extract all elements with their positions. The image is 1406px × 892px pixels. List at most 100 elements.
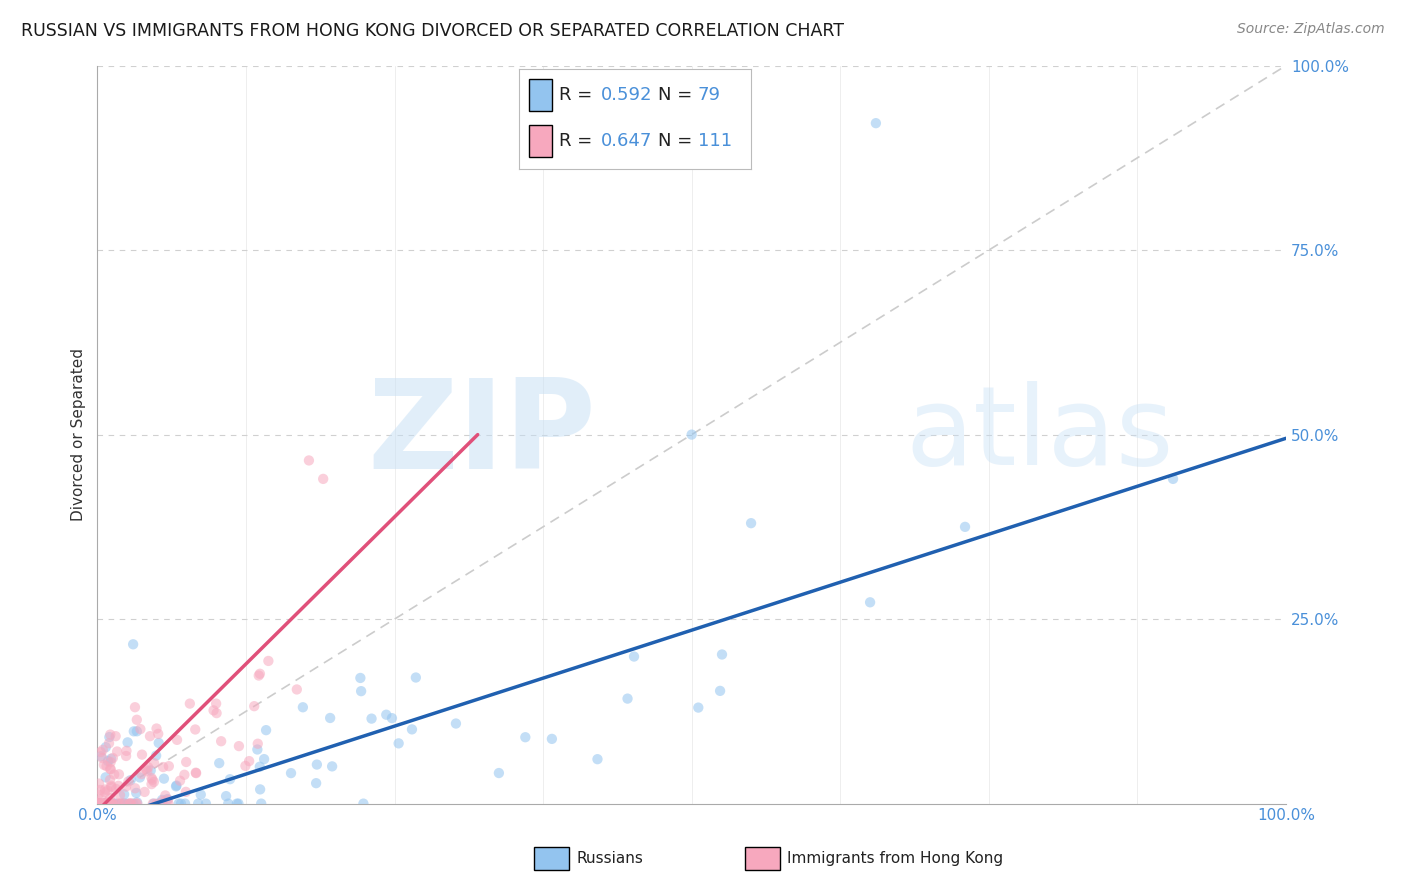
Point — [122, 724, 145, 739]
Point — [219, 772, 242, 787]
Text: Immigrants from Hong Kong: Immigrants from Hong Kong — [787, 852, 1004, 866]
Point — [87, 797, 110, 811]
Point — [150, 793, 173, 807]
Point — [235, 759, 257, 773]
Point — [125, 797, 148, 811]
Point — [94, 797, 117, 811]
Point — [91, 751, 114, 765]
Point — [101, 797, 124, 811]
Point — [156, 793, 179, 807]
Point — [312, 472, 335, 486]
Point — [208, 756, 231, 771]
Point — [89, 783, 111, 797]
Point — [94, 785, 117, 799]
Point — [616, 691, 638, 706]
Point — [104, 729, 127, 743]
Point — [953, 520, 976, 534]
Point — [122, 637, 145, 651]
Point — [166, 732, 188, 747]
Point — [249, 782, 271, 797]
Point — [115, 780, 138, 794]
Point — [141, 772, 163, 787]
Point — [169, 773, 191, 788]
Point — [87, 788, 110, 802]
Point — [96, 783, 118, 797]
Point — [205, 697, 228, 711]
Point — [136, 760, 159, 774]
Point — [711, 648, 734, 662]
Point — [305, 776, 328, 790]
Point — [100, 797, 122, 811]
Point — [350, 684, 373, 698]
Point — [143, 756, 166, 771]
Point — [247, 668, 270, 682]
Point — [174, 785, 197, 799]
Point — [131, 767, 153, 781]
Text: RUSSIAN VS IMMIGRANTS FROM HONG KONG DIVORCED OR SEPARATED CORRELATION CHART: RUSSIAN VS IMMIGRANTS FROM HONG KONG DIV… — [21, 22, 844, 40]
Point — [87, 797, 110, 811]
Point — [94, 782, 117, 797]
Point — [194, 797, 217, 811]
Point — [120, 797, 142, 811]
Point — [101, 751, 124, 765]
Point — [170, 797, 193, 811]
Point — [202, 703, 225, 717]
Point — [139, 764, 162, 778]
Text: Source: ZipAtlas.com: Source: ZipAtlas.com — [1237, 22, 1385, 37]
Point — [115, 744, 138, 758]
Point — [107, 779, 129, 793]
Point — [134, 785, 156, 799]
Point — [166, 779, 188, 793]
Point — [165, 780, 187, 794]
Point — [217, 797, 239, 811]
Point — [117, 774, 139, 789]
Point — [285, 682, 308, 697]
Point — [114, 797, 136, 811]
Point — [122, 797, 145, 811]
Point — [305, 757, 328, 772]
Point — [94, 740, 117, 755]
Point — [111, 797, 134, 811]
Point — [90, 797, 112, 811]
Point — [238, 754, 260, 768]
Point — [90, 749, 112, 764]
Point — [253, 752, 276, 766]
Point — [291, 700, 314, 714]
Point — [110, 797, 132, 811]
Point — [184, 766, 207, 780]
Point — [93, 797, 115, 811]
Point — [94, 770, 117, 784]
Point — [124, 700, 146, 714]
Point — [90, 797, 112, 811]
Point — [107, 797, 129, 811]
Point — [709, 684, 731, 698]
Point — [388, 736, 411, 750]
Point — [87, 776, 110, 790]
Point — [152, 794, 174, 808]
Point — [688, 700, 710, 714]
Point — [148, 736, 170, 750]
Point — [381, 711, 404, 725]
Point — [249, 666, 271, 681]
Point — [114, 797, 136, 811]
Point — [173, 768, 195, 782]
Point — [98, 772, 121, 787]
Point — [131, 747, 153, 762]
Point — [90, 792, 112, 806]
Point — [859, 595, 882, 609]
Point — [298, 453, 321, 467]
Point — [108, 788, 131, 802]
Point — [135, 762, 157, 776]
Point — [541, 731, 564, 746]
Point — [93, 757, 115, 772]
Point — [174, 755, 197, 769]
Point — [100, 780, 122, 794]
Point — [141, 777, 163, 791]
Point — [112, 788, 135, 802]
Point — [280, 766, 302, 780]
Point — [405, 671, 427, 685]
Point — [254, 723, 277, 738]
Point — [142, 797, 165, 811]
Point — [157, 797, 180, 811]
Point — [515, 730, 537, 744]
